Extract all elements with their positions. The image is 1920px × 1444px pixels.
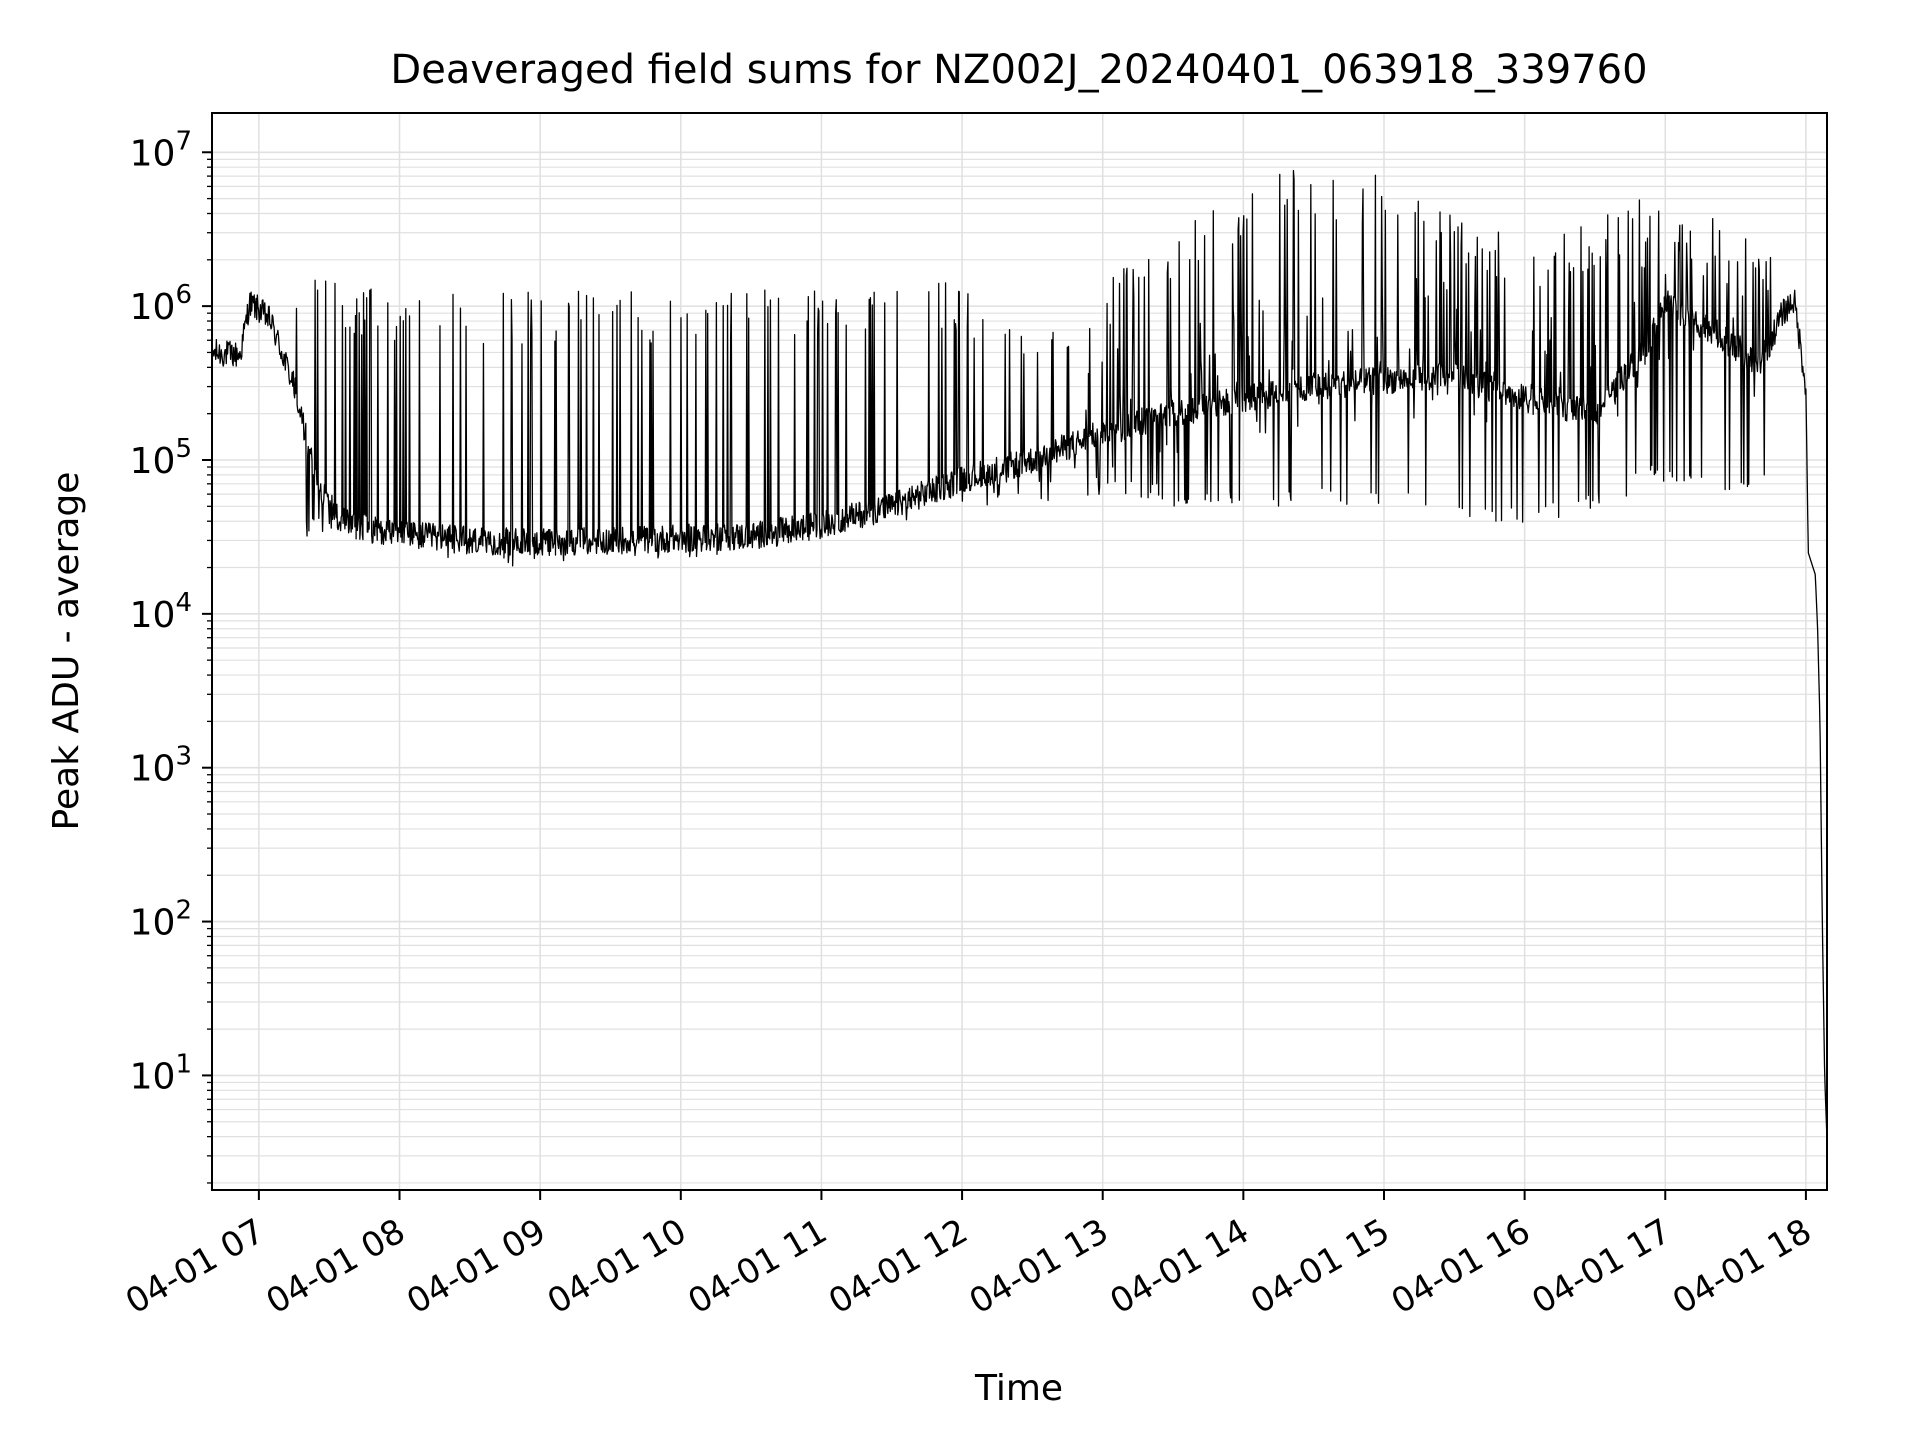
y-tick-label: 105 bbox=[130, 434, 192, 482]
y-tick-label: 103 bbox=[130, 742, 192, 790]
y-tick-base: 10 bbox=[130, 133, 176, 174]
chart-title: Deaveraged field sums for NZ002J_2024040… bbox=[390, 47, 1647, 93]
y-tick-base: 10 bbox=[130, 903, 176, 944]
y-tick-label: 106 bbox=[130, 280, 192, 328]
grid-lines bbox=[212, 113, 1827, 1190]
y-tick-base: 10 bbox=[130, 287, 176, 328]
plot-frame bbox=[211, 112, 1828, 1191]
y-tick-exponent: 6 bbox=[175, 280, 192, 310]
y-tick-base: 10 bbox=[130, 441, 176, 482]
y-tick-base: 10 bbox=[130, 595, 176, 636]
y-tick-exponent: 1 bbox=[175, 1049, 192, 1079]
y-tick-label: 101 bbox=[130, 1049, 192, 1097]
y-tick-exponent: 4 bbox=[175, 588, 192, 618]
y-tick-exponent: 3 bbox=[175, 742, 192, 772]
data-line bbox=[211, 169, 1828, 1141]
y-tick-label: 102 bbox=[130, 896, 192, 944]
y-tick-exponent: 7 bbox=[175, 126, 192, 156]
y-tick-exponent: 5 bbox=[175, 434, 192, 464]
y-tick-label: 107 bbox=[130, 126, 192, 174]
data-series bbox=[211, 169, 1828, 1141]
y-tick-base: 10 bbox=[130, 749, 176, 790]
y-tick-exponent: 2 bbox=[175, 896, 192, 926]
x-axis-label: Time bbox=[974, 1368, 1063, 1409]
y-tick-base: 10 bbox=[130, 1056, 176, 1097]
y-axis-label: Peak ADU - average bbox=[46, 472, 87, 831]
y-tick-label: 104 bbox=[130, 588, 192, 636]
